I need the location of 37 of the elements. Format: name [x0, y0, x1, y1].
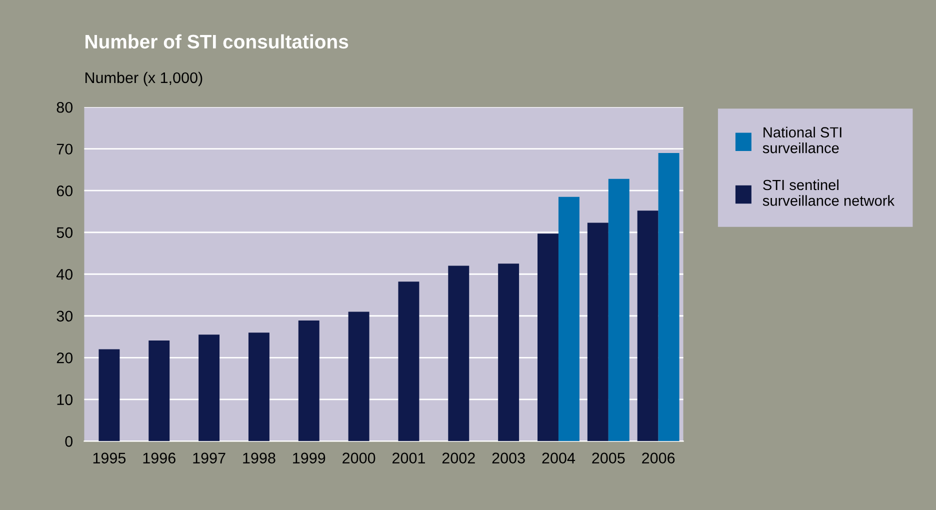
bar: [398, 282, 420, 442]
bar: [148, 340, 170, 442]
y-tick-label: 80: [56, 102, 73, 113]
x-tick-label: 1999: [293, 452, 326, 464]
bar: [498, 264, 520, 442]
x-tick-label: 1995: [93, 452, 126, 464]
x-tick-label: 2000: [342, 452, 376, 464]
y-tick-label: 50: [56, 227, 73, 238]
y-tick-label: 30: [56, 310, 73, 322]
x-tick-label: 1997: [193, 452, 226, 464]
x-tick-label: 2003: [492, 452, 525, 464]
legend-label: STI sentinel surveillance network: [762, 179, 895, 206]
bar: [558, 196, 580, 442]
x-tick-label: 2004: [542, 452, 576, 464]
bar: [658, 153, 680, 442]
x-tick-label: 1996: [143, 452, 176, 464]
chart-title: Number of STI consultations: [86, 34, 348, 49]
bar: [248, 332, 270, 442]
bar: [448, 266, 470, 442]
y-axis-title: Number (x 1,000): [85, 72, 202, 86]
y-tick-label: 60: [56, 185, 73, 196]
bar: [98, 349, 120, 442]
bar: [608, 178, 630, 442]
x-tick-label: 2002: [442, 452, 475, 464]
legend-label: National STI surveillance: [762, 126, 842, 154]
y-tick-label: 40: [56, 268, 73, 280]
bar: [298, 320, 320, 442]
x-tick-label: 1998: [243, 452, 276, 464]
x-tick-label: 2001: [392, 452, 425, 464]
bar: [198, 334, 220, 442]
y-tick-label: 10: [57, 394, 73, 406]
x-tick-label: 2006: [642, 452, 675, 464]
y-tick-label: 70: [56, 144, 73, 155]
y-tick-label: 20: [56, 352, 73, 364]
y-tick-label: 0: [65, 436, 73, 447]
x-tick-label: 2005: [592, 452, 625, 464]
bar: [348, 312, 370, 442]
